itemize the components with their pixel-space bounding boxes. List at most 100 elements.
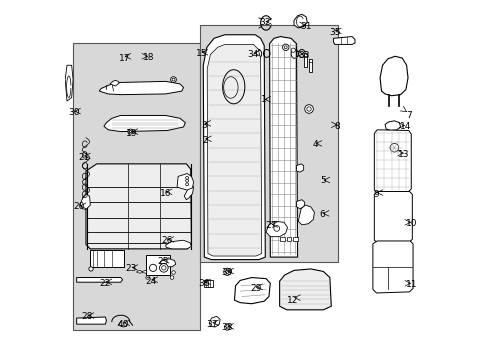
Circle shape	[145, 276, 149, 279]
Circle shape	[170, 276, 174, 279]
Circle shape	[89, 267, 93, 271]
Polygon shape	[296, 164, 303, 172]
Text: 23: 23	[125, 265, 137, 274]
Text: 14: 14	[399, 122, 410, 131]
Text: 27: 27	[265, 221, 277, 230]
Polygon shape	[384, 121, 400, 131]
Circle shape	[162, 266, 165, 270]
Circle shape	[304, 105, 313, 113]
Circle shape	[223, 268, 230, 275]
Bar	[309, 59, 312, 72]
Text: 10: 10	[405, 219, 416, 228]
Text: 2: 2	[202, 136, 207, 145]
Bar	[145, 255, 170, 275]
Bar	[200, 25, 337, 262]
Text: 31: 31	[300, 22, 311, 31]
Text: 6: 6	[319, 210, 325, 219]
Polygon shape	[110, 80, 119, 86]
Circle shape	[129, 131, 131, 133]
Polygon shape	[80, 194, 90, 210]
Bar	[304, 53, 306, 67]
Text: 37: 37	[206, 320, 218, 329]
Bar	[73, 43, 200, 330]
Text: 18: 18	[142, 53, 154, 62]
Polygon shape	[207, 44, 261, 256]
Polygon shape	[373, 130, 410, 194]
Polygon shape	[104, 116, 185, 132]
Text: 30: 30	[68, 108, 80, 117]
Text: 35: 35	[328, 28, 340, 37]
Text: 7: 7	[406, 111, 411, 120]
Text: 11: 11	[405, 280, 416, 289]
Text: 40: 40	[117, 320, 129, 329]
Circle shape	[171, 271, 175, 274]
Polygon shape	[65, 65, 73, 101]
Bar	[293, 237, 297, 241]
Text: 15: 15	[195, 49, 207, 58]
Text: 39: 39	[221, 268, 233, 277]
Bar	[204, 280, 213, 287]
Polygon shape	[279, 269, 330, 310]
Polygon shape	[86, 164, 191, 249]
Circle shape	[290, 48, 295, 52]
Text: 21: 21	[78, 153, 89, 162]
Text: 26: 26	[162, 237, 173, 246]
Polygon shape	[265, 221, 287, 237]
Circle shape	[284, 46, 286, 49]
Polygon shape	[165, 240, 191, 249]
Circle shape	[159, 264, 168, 272]
Polygon shape	[77, 278, 122, 282]
Text: 19: 19	[125, 129, 137, 138]
Text: 32: 32	[259, 18, 270, 27]
Polygon shape	[296, 200, 304, 209]
Polygon shape	[298, 205, 314, 225]
Text: 24: 24	[145, 276, 157, 285]
Text: 28: 28	[81, 312, 93, 321]
Circle shape	[306, 107, 310, 111]
Circle shape	[225, 270, 228, 274]
Text: 4: 4	[312, 140, 318, 149]
Polygon shape	[234, 278, 270, 304]
Text: 13: 13	[398, 150, 409, 159]
Bar	[286, 237, 290, 241]
Polygon shape	[177, 174, 193, 190]
Circle shape	[282, 44, 288, 50]
Bar	[280, 237, 284, 241]
Polygon shape	[379, 56, 407, 96]
Polygon shape	[333, 37, 354, 44]
Text: 25: 25	[157, 257, 168, 266]
Polygon shape	[142, 270, 147, 273]
Polygon shape	[77, 317, 106, 324]
Text: 1: 1	[261, 95, 266, 104]
Circle shape	[170, 77, 176, 82]
Circle shape	[386, 140, 401, 155]
Circle shape	[149, 264, 156, 271]
Polygon shape	[99, 81, 183, 95]
Circle shape	[185, 183, 188, 186]
Polygon shape	[203, 35, 265, 260]
Polygon shape	[160, 259, 175, 267]
Text: 8: 8	[334, 122, 340, 131]
Text: 29: 29	[250, 284, 261, 293]
Text: 17: 17	[119, 54, 130, 63]
Text: 16: 16	[160, 189, 171, 198]
Polygon shape	[137, 270, 142, 273]
Text: 33: 33	[297, 51, 309, 60]
Text: 12: 12	[286, 296, 298, 305]
Polygon shape	[372, 241, 412, 293]
Text: 5: 5	[320, 176, 325, 185]
Bar	[89, 249, 123, 267]
Polygon shape	[293, 14, 306, 28]
Circle shape	[389, 143, 398, 152]
Polygon shape	[373, 192, 411, 243]
Circle shape	[172, 78, 175, 81]
Circle shape	[185, 176, 188, 179]
Text: 34: 34	[247, 50, 259, 59]
Polygon shape	[269, 37, 297, 257]
Text: 3: 3	[201, 121, 207, 130]
Text: 22: 22	[100, 279, 111, 288]
Text: 20: 20	[74, 202, 85, 211]
Circle shape	[273, 226, 279, 231]
Text: 36: 36	[198, 279, 210, 288]
Circle shape	[128, 129, 133, 134]
